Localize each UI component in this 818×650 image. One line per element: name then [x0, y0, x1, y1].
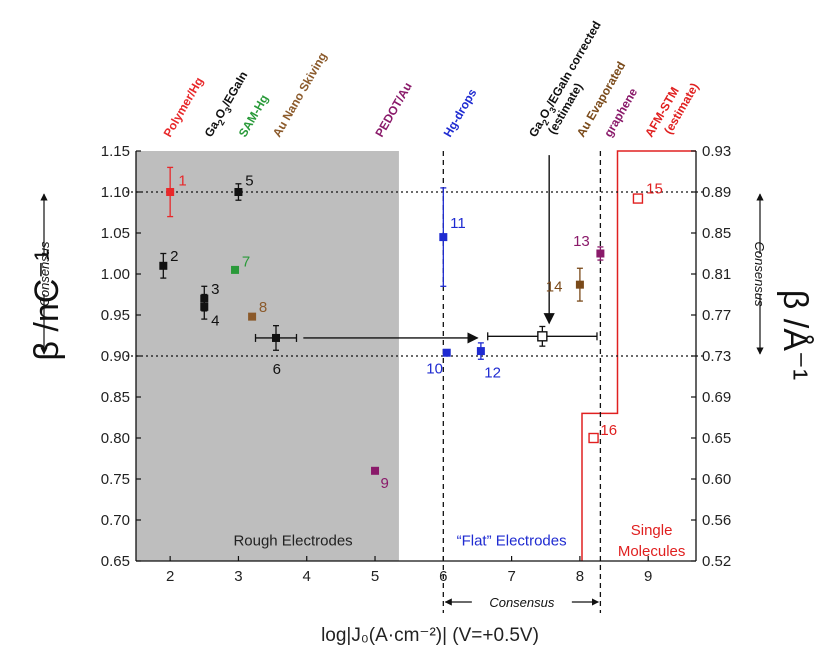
data-marker	[588, 432, 599, 444]
data-marker	[231, 265, 240, 274]
data-marker	[248, 312, 257, 321]
y-tick-label-right: 0.93	[702, 143, 731, 160]
point-label-15: 15	[646, 181, 663, 198]
y-tick-label-right: 0.85	[702, 225, 731, 242]
y-tick-label-left: 0.75	[101, 471, 130, 488]
y-tick-label-left: 1.10	[101, 184, 130, 201]
y-tick-label-right: 0.81	[702, 266, 731, 283]
data-marker	[575, 280, 584, 289]
data-point-5	[234, 183, 243, 201]
point-label-11: 11	[450, 215, 466, 232]
consensus-label-left: Consensus	[37, 241, 52, 307]
top-label-2: SAM-Hg	[236, 92, 271, 139]
x-tick-label: 8	[576, 568, 584, 585]
point-label-16: 16	[600, 422, 617, 439]
data-point-6	[254, 325, 298, 351]
x-axis-label: log|J₀(A·cm⁻²)| (V=+0.5V)	[321, 625, 539, 646]
y-tick-label-right: 0.60	[702, 471, 731, 488]
data-point-13	[596, 246, 605, 261]
x-tick-label: 2	[166, 568, 174, 585]
data-point-16	[588, 432, 599, 444]
y-tick-label-left: 1.05	[101, 225, 130, 242]
x-tick-label: 5	[371, 568, 379, 585]
data-marker	[234, 188, 243, 196]
data-point-11	[439, 187, 448, 287]
point-label-12: 12	[484, 364, 501, 381]
x-tick-label: 3	[234, 568, 242, 585]
point-label-3: 3	[211, 281, 219, 298]
x-tick-label: 4	[303, 568, 311, 585]
top-label-9: AFM-STM(estimate)	[642, 73, 701, 147]
region-label-0: Rough Electrodes	[233, 533, 352, 550]
top-label-4: PEDOT/Au	[372, 80, 414, 140]
data-marker	[596, 249, 605, 258]
axes-layer	[135, 150, 697, 562]
data-marker	[159, 261, 168, 270]
x-tick-label: 9	[644, 568, 652, 585]
y-tick-label-right: 0.89	[702, 184, 731, 201]
y-tick-label-right: 0.77	[702, 307, 731, 324]
data-marker	[442, 348, 451, 357]
data-point-12	[476, 342, 485, 360]
point-label-2: 2	[170, 248, 178, 265]
data-point-10	[442, 348, 451, 357]
y-tick-label-left: 0.85	[101, 389, 130, 406]
top-label-0: Polymer/Hg	[161, 75, 206, 140]
x-tick-label: 6	[439, 568, 447, 585]
consensus-label-bottom: Consensus	[489, 595, 555, 610]
data-marker	[166, 188, 175, 196]
data-point-9	[371, 466, 380, 475]
point-label-8: 8	[259, 299, 267, 316]
y-tick-label-left: 0.65	[101, 553, 130, 570]
point-label-9: 9	[380, 475, 388, 492]
y-tick-label-right: 0.73	[702, 348, 731, 365]
point-label-7: 7	[242, 254, 250, 271]
y-tick-label-left: 0.90	[101, 348, 130, 365]
y-axis-label-right: β /Å⁻¹	[776, 290, 814, 380]
data-marker	[537, 331, 548, 342]
data-point-corrected	[487, 325, 598, 347]
y-axis-label-left: β /nC⁻¹	[28, 249, 66, 360]
y-tick-label-right: 0.56	[702, 512, 731, 529]
data-point-15	[632, 193, 644, 204]
point-label-13: 13	[573, 233, 590, 250]
data-point-14	[575, 267, 584, 302]
data-marker	[439, 233, 448, 242]
data-marks-layer	[159, 155, 644, 475]
region-label-1: “Flat” Electrodes	[457, 533, 567, 550]
y-tick-label-left: 1.00	[101, 266, 130, 283]
point-label-1: 1	[178, 173, 186, 190]
consensus-label-right: Consensus	[752, 241, 767, 307]
data-point-2	[159, 252, 168, 279]
data-point-7	[231, 265, 240, 274]
point-label-10: 10	[426, 360, 443, 377]
x-tick-label: 7	[507, 568, 515, 585]
y-tick-label-left: 0.95	[101, 307, 130, 324]
data-marker	[632, 193, 644, 204]
point-label-5: 5	[245, 173, 253, 190]
point-label-14: 14	[546, 278, 563, 295]
region-label-2: Single	[631, 522, 673, 539]
data-marker	[272, 333, 280, 342]
single-molecules-boundary	[581, 150, 696, 561]
y-tick-label-left: 0.80	[101, 430, 130, 447]
top-label-3: Au Nano Skiving	[270, 50, 330, 140]
data-marker	[200, 302, 209, 311]
data-marker	[371, 466, 380, 475]
data-point-1	[166, 166, 175, 218]
top-label-5: Hg-drops	[441, 86, 480, 139]
y-tick-label-right: 0.69	[702, 389, 731, 406]
y-tick-label-left: 1.15	[101, 143, 130, 160]
point-label-6: 6	[273, 361, 281, 378]
region-label-3: Molecules	[618, 543, 686, 560]
data-marker	[476, 347, 485, 356]
y-tick-label-left: 0.70	[101, 512, 130, 529]
y-tick-label-right: 0.52	[702, 553, 731, 570]
y-tick-label-right: 0.65	[702, 430, 731, 447]
data-point-4	[200, 293, 209, 320]
data-point-8	[248, 312, 257, 321]
point-label-4: 4	[211, 313, 219, 330]
